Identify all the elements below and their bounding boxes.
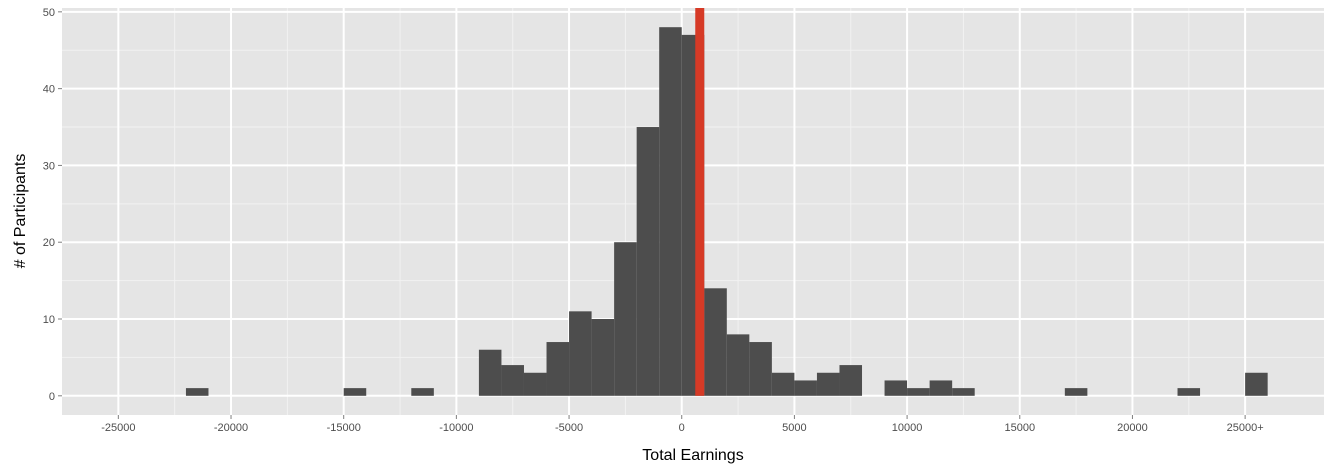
histogram-bar bbox=[1064, 388, 1088, 396]
histogram-bar bbox=[794, 380, 817, 396]
histogram-bar bbox=[884, 380, 908, 396]
x-axis-title: Total Earnings bbox=[642, 447, 743, 464]
histogram-bar bbox=[185, 388, 209, 396]
x-tick-label: -20000 bbox=[214, 422, 248, 434]
histogram-bar bbox=[501, 365, 524, 396]
y-axis-title: # of Participants bbox=[12, 154, 29, 269]
y-tick-label: 20 bbox=[43, 237, 55, 249]
x-tick-label: 20000 bbox=[1117, 422, 1148, 434]
reference-line bbox=[695, 8, 705, 396]
histogram-bar bbox=[478, 349, 502, 396]
histogram-bar bbox=[1177, 388, 1201, 396]
x-tick-label: 10000 bbox=[892, 422, 923, 434]
y-tick-label: 50 bbox=[43, 7, 55, 19]
histogram-bar bbox=[839, 365, 863, 396]
histogram-bar bbox=[726, 334, 750, 396]
histogram-bar bbox=[1245, 372, 1268, 396]
x-tick-label: -5000 bbox=[555, 422, 583, 434]
y-tick-label: 0 bbox=[49, 391, 55, 403]
histogram-bar bbox=[636, 127, 660, 396]
x-tick-label: 0 bbox=[679, 422, 685, 434]
x-tick-label: 25000+ bbox=[1227, 422, 1264, 434]
histogram-bar bbox=[749, 342, 772, 396]
histogram-bar bbox=[952, 388, 975, 396]
x-tick-label: -25000 bbox=[101, 422, 135, 434]
histogram-bar bbox=[569, 311, 592, 396]
y-axis: 0 10 20 30 40 50 bbox=[43, 7, 62, 403]
x-tick-label: 5000 bbox=[782, 422, 806, 434]
x-tick-label: -15000 bbox=[327, 422, 361, 434]
histogram-bar bbox=[523, 372, 547, 396]
histogram-bar bbox=[614, 242, 637, 396]
x-axis: -25000 -20000 -15000 -10000 -5000 0 5000 10000 1… bbox=[101, 415, 1264, 434]
histogram-bar bbox=[704, 288, 727, 396]
x-tick-label: 15000 bbox=[1004, 422, 1035, 434]
y-tick-label: 10 bbox=[43, 314, 55, 326]
y-tick-label: 40 bbox=[43, 84, 55, 96]
histogram-bar bbox=[929, 380, 953, 396]
y-tick-label: 30 bbox=[43, 160, 55, 172]
histogram-bar bbox=[591, 319, 615, 396]
histogram-bar bbox=[343, 388, 367, 396]
x-tick-label: -10000 bbox=[439, 422, 473, 434]
histogram-bar bbox=[659, 27, 682, 396]
histogram-bar bbox=[546, 342, 570, 396]
histogram-bar bbox=[771, 372, 795, 396]
histogram-bar bbox=[411, 388, 434, 396]
histogram-bars bbox=[185, 27, 1268, 396]
histogram-bar bbox=[907, 388, 930, 396]
reference-line-group bbox=[695, 8, 705, 396]
histogram-bar bbox=[816, 372, 840, 396]
